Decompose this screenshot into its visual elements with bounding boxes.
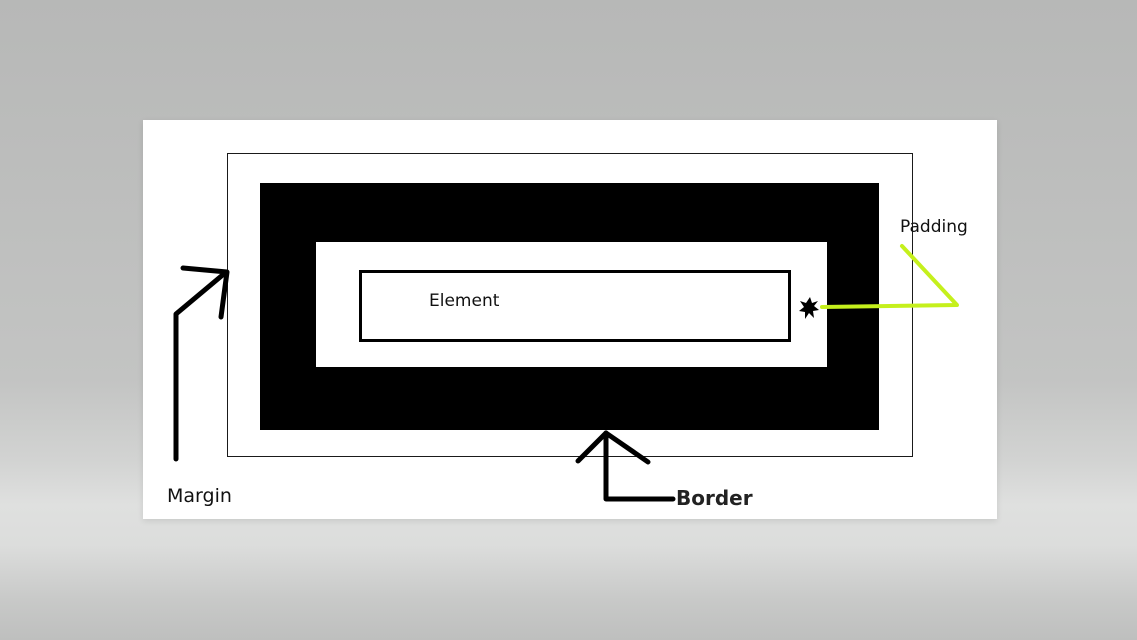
callout-line-icon <box>820 244 959 309</box>
margin-label: Margin <box>167 485 232 507</box>
border-label: Border <box>676 486 753 510</box>
element-box <box>359 270 791 342</box>
arrow-up-right-icon <box>173 265 230 462</box>
padding-label: Padding <box>900 217 968 237</box>
starburst-icon <box>799 297 819 319</box>
element-label: Element <box>429 291 500 311</box>
arrow-up-icon <box>575 430 676 502</box>
